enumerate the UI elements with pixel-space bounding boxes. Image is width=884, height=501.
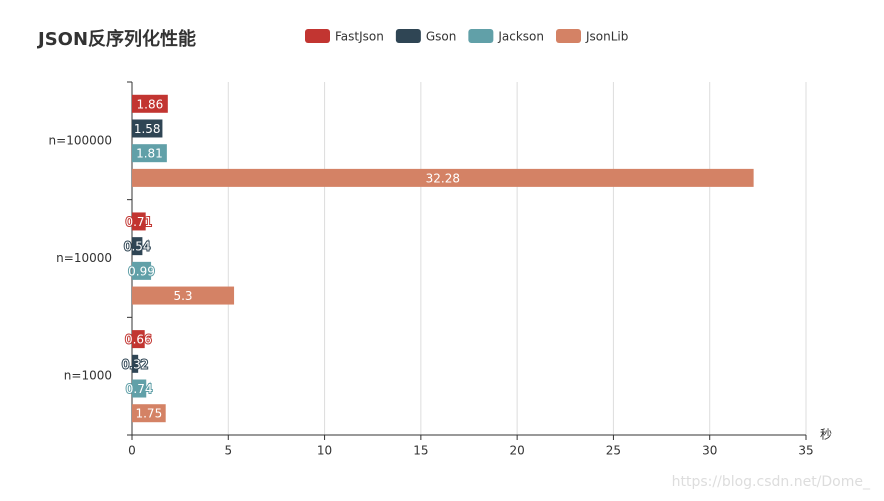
value-label: 1.81 <box>136 147 163 161</box>
chart-title: JSON反序列化性能 <box>36 28 196 50</box>
x-tick-label: 5 <box>224 444 232 458</box>
legend-label: JsonLib <box>585 30 628 44</box>
y-tick-label: n=10000 <box>56 251 112 265</box>
value-label: 32.28 <box>426 171 460 185</box>
value-label: 0.66 <box>125 333 152 347</box>
legend-swatch <box>395 29 421 43</box>
y-tick-label: n=100000 <box>49 133 112 147</box>
y-tick-label: n=1000 <box>64 369 112 383</box>
bar <box>132 261 152 280</box>
bar <box>132 379 147 398</box>
value-label: 0.74 <box>126 382 153 396</box>
watermark: https://blog.csdn.net/Dome_ <box>672 474 871 490</box>
legend-label: FastJson <box>335 30 384 44</box>
value-label: 1.58 <box>134 122 161 136</box>
bar <box>132 286 235 305</box>
x-tick-label: 25 <box>606 444 621 458</box>
value-label: 1.75 <box>135 407 162 421</box>
legend-swatch <box>556 29 581 43</box>
value-label: 0.71 <box>125 215 152 229</box>
x-tick-label: 20 <box>510 444 525 458</box>
legend-swatch <box>305 29 330 43</box>
bar <box>132 354 139 373</box>
value-label: 5.3 <box>173 289 192 303</box>
x-tick-label: 0 <box>128 444 136 458</box>
bar <box>132 94 168 113</box>
bar <box>132 119 163 138</box>
x-tick-label: 35 <box>798 444 813 458</box>
bar <box>132 237 143 256</box>
legend-label: Jackson <box>497 30 544 44</box>
legend-swatch <box>468 29 494 43</box>
x-tick-label: 30 <box>702 444 717 458</box>
value-label: 0.32 <box>122 357 149 371</box>
bar <box>132 330 145 349</box>
value-label: 0.99 <box>128 264 155 278</box>
legend-label: Gson <box>426 30 457 44</box>
bar <box>132 144 167 163</box>
value-label: 1.86 <box>137 97 164 111</box>
x-tick-label: 15 <box>413 444 428 458</box>
x-tick-label: 10 <box>317 444 332 458</box>
value-label: 0.54 <box>124 240 151 254</box>
bar <box>132 168 754 187</box>
bar <box>132 212 146 231</box>
x-axis-label: 秒 <box>820 428 832 442</box>
bar <box>132 404 166 423</box>
